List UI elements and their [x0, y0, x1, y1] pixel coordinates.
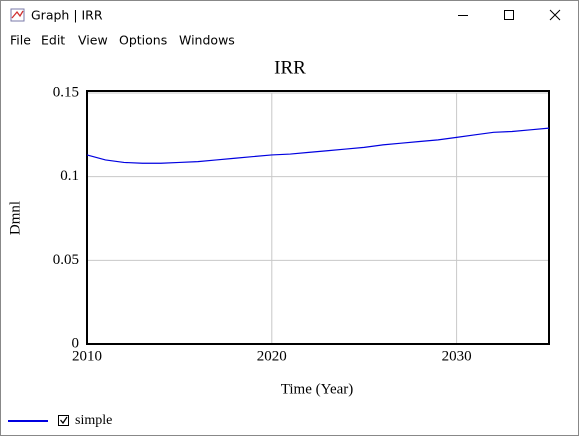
- y-tick-label: 0.1: [60, 168, 79, 184]
- app-icon: [10, 8, 25, 22]
- x-tick-label: 2020: [257, 348, 287, 364]
- x-tick-label: 2010: [72, 348, 102, 364]
- menu-bar: File Edit View Options Windows: [10, 33, 235, 48]
- x-tick-label: 2030: [442, 348, 472, 364]
- plot-border: [86, 90, 550, 345]
- legend-checkbox[interactable]: [58, 415, 69, 426]
- x-axis-label: Time (Year): [281, 381, 354, 397]
- maximize-button[interactable]: [504, 10, 514, 20]
- plot: 0 0.05 0.1 0.15 2010 2020 2030: [53, 84, 550, 364]
- y-tick-label: 0.05: [53, 252, 79, 268]
- y-tick-label: 0: [72, 335, 80, 351]
- chart-title: IRR: [274, 57, 306, 78]
- menu-item[interactable]: Windows: [179, 33, 235, 48]
- check-mark: [60, 416, 68, 425]
- data-line: [86, 127, 550, 164]
- menu-item[interactable]: View: [78, 33, 108, 48]
- menu-item[interactable]: Options: [119, 33, 167, 48]
- menu-item[interactable]: Edit: [41, 33, 65, 48]
- window-title: Graph | IRR: [31, 8, 103, 23]
- legend-label: simple: [75, 413, 112, 428]
- y-axis-label: Dmnl: [7, 201, 23, 235]
- menu-item[interactable]: File: [10, 33, 31, 48]
- y-tick-label: 0.15: [53, 84, 79, 100]
- close-button[interactable]: [549, 9, 561, 21]
